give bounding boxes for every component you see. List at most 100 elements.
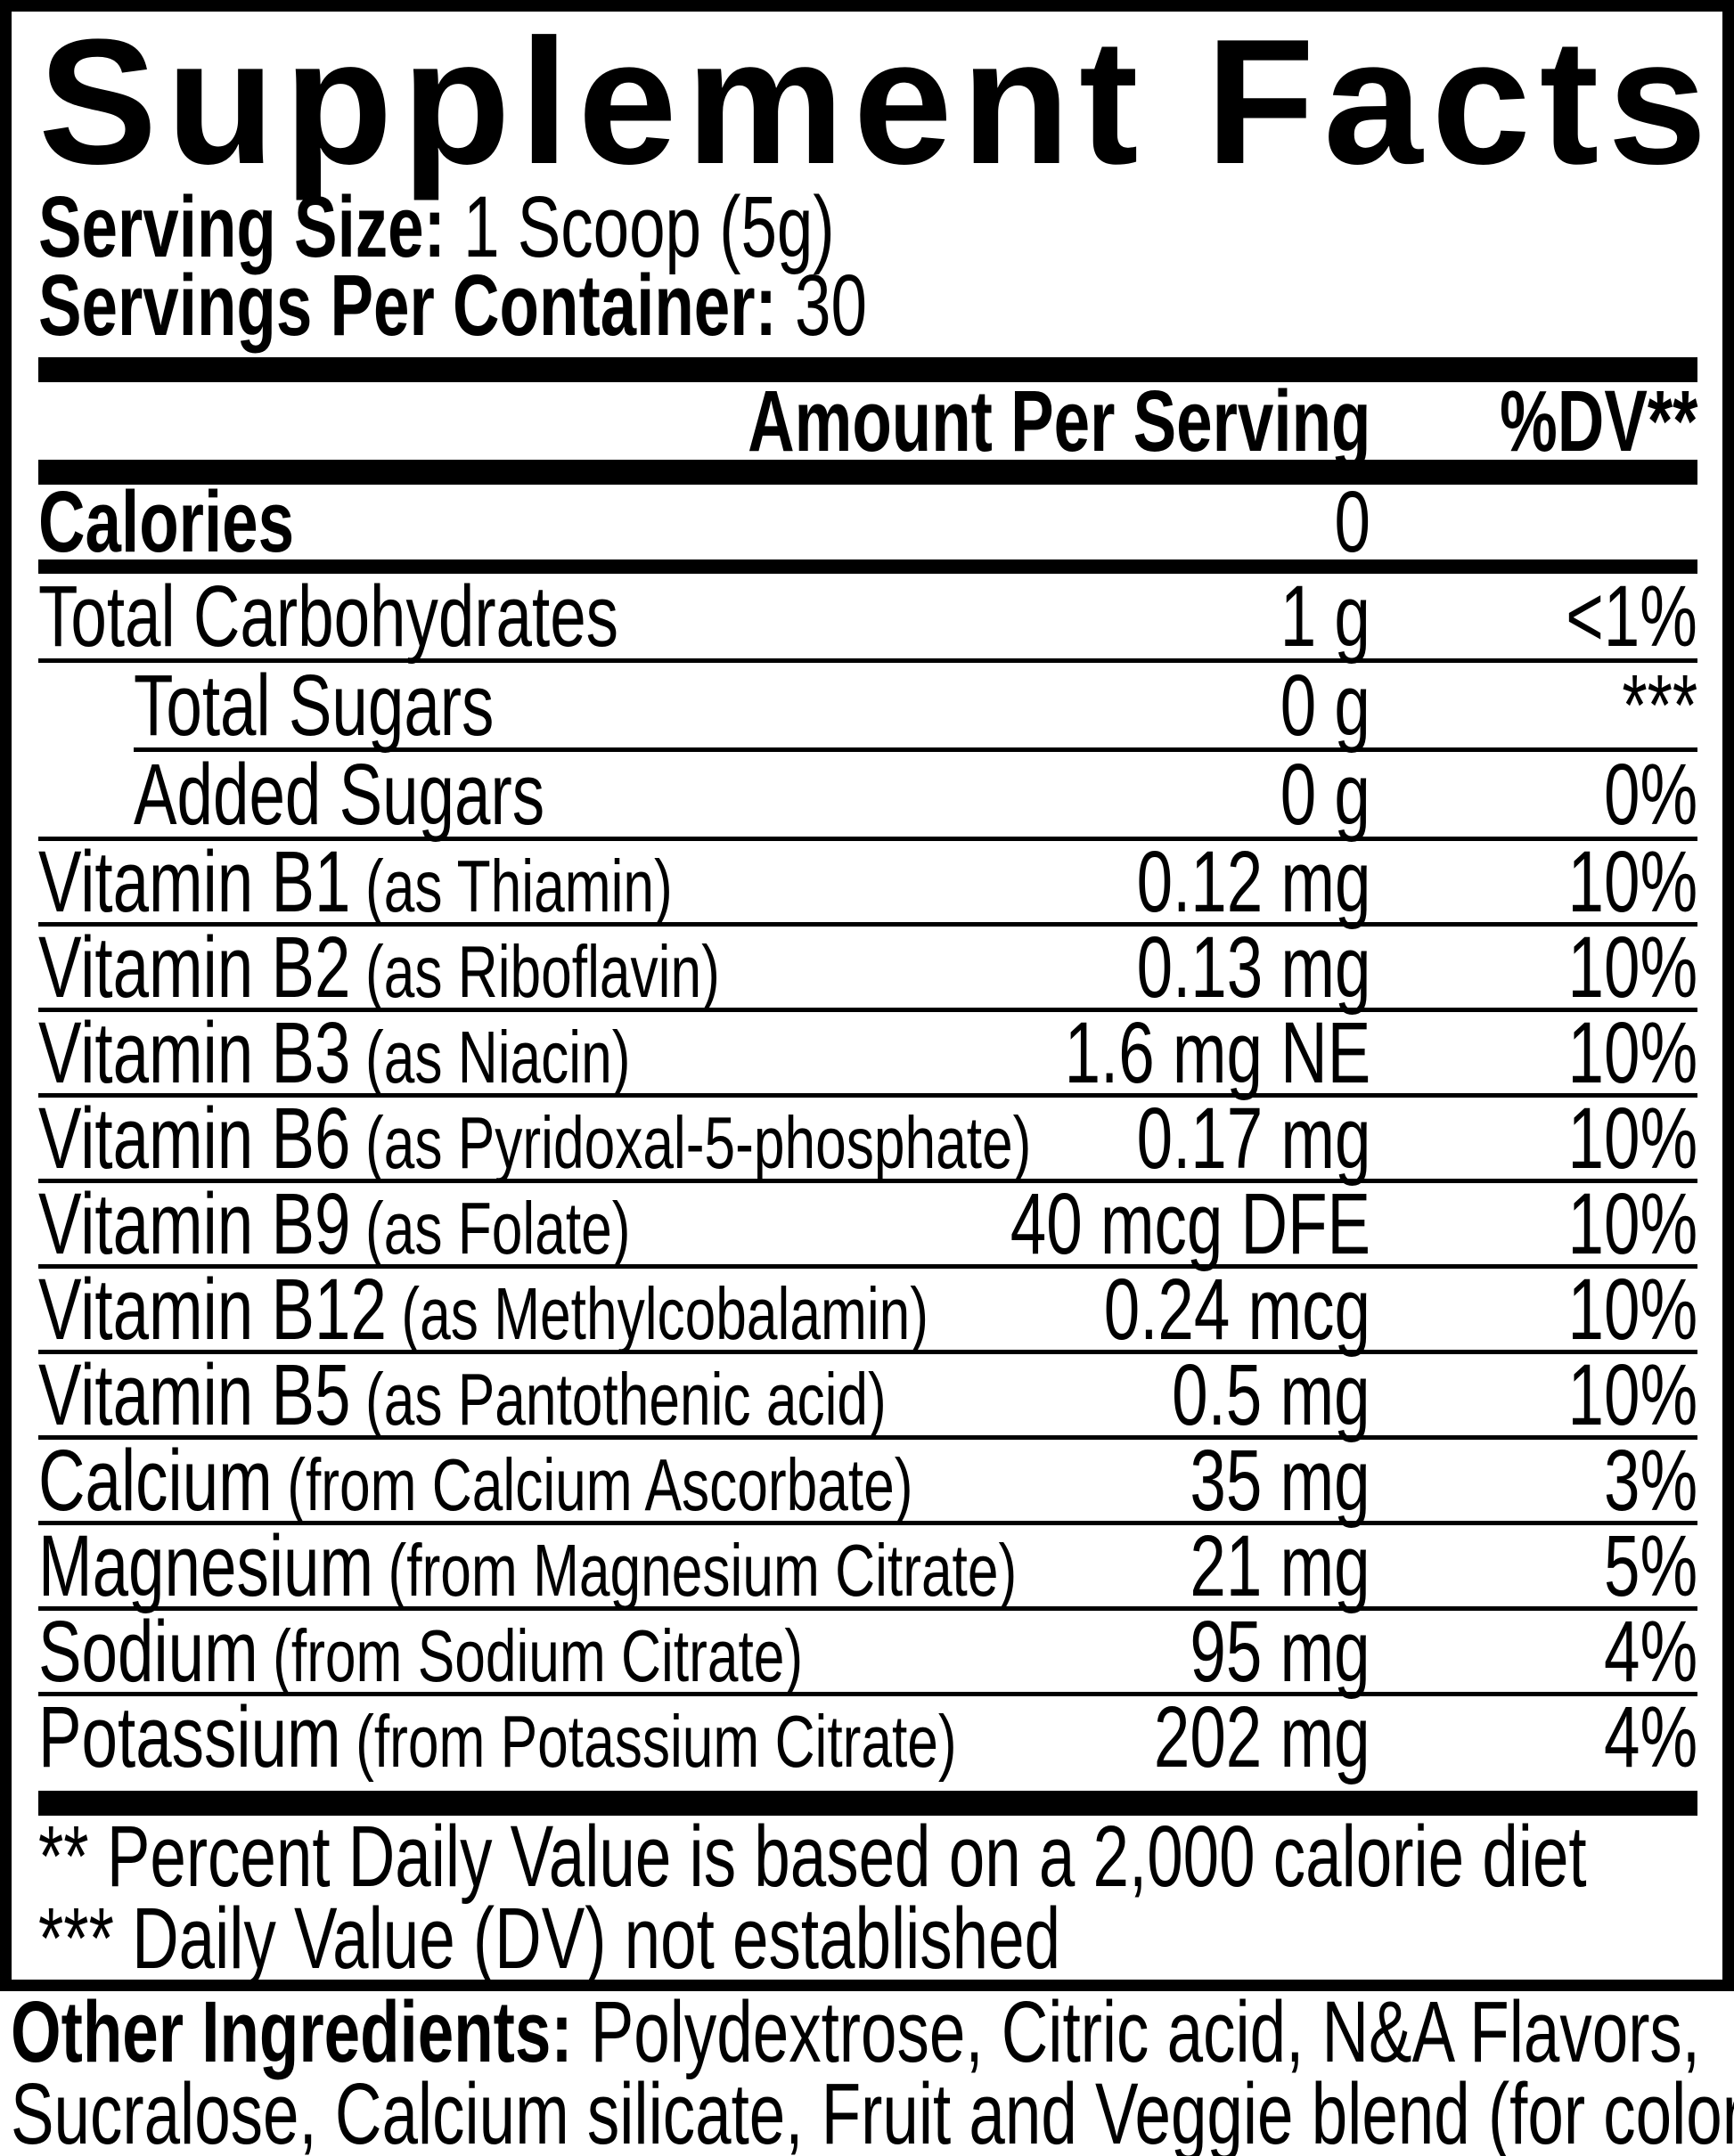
dv-column-header: %DV** [1499, 372, 1697, 470]
row-vitamin-b9: Vitamin B9 (as Folate) 40 mcg DFE 10% [38, 1175, 1697, 1272]
row-potassium: Potassium (from Potassium Citrate) 202 mg… [38, 1688, 1697, 1785]
nutrient-amount: 0.13 mg [1136, 919, 1370, 1016]
nutrient-dv: 4% [1603, 1688, 1697, 1785]
nutrient-amount: 202 mg [1154, 1688, 1370, 1785]
servings-per-container-value: 30 [795, 257, 867, 354]
divider-rule [38, 1521, 1697, 1525]
nutrient-detail: (as Pyridoxal-5-phosphate) [364, 1101, 1032, 1184]
nutrient-amount: 95 mg [1190, 1603, 1370, 1700]
nutrient-name: Total Sugars [134, 657, 495, 754]
serving-size-text: Serving Size: 1 Scoop (5g) [38, 184, 835, 270]
divider-rule [38, 1692, 1697, 1696]
nutrient-detail: (as Methylcobalamin) [401, 1272, 929, 1355]
nutrient-amount: 35 mg [1190, 1432, 1370, 1529]
divider-rule-indented [134, 747, 1697, 752]
nutrient-name: Vitamin B3 [38, 1004, 351, 1101]
nutrient-dv: *** [1622, 657, 1697, 754]
nutrient-detail: (from Calcium Ascorbate) [287, 1443, 913, 1526]
serving-size-value: 1 Scoop (5g) [463, 178, 835, 275]
nutrient-name: Magnesium [38, 1517, 374, 1614]
nutrient-amount: 0 g [1280, 746, 1370, 843]
divider-rule [38, 1179, 1697, 1183]
footnote-percent-daily-value: ** Percent Daily Value is based on a 2,0… [38, 1808, 1587, 1905]
nutrient-detail: (from Sodium Citrate) [273, 1614, 804, 1697]
serving-size-line: Serving Size: 1 Scoop (5g) [38, 184, 1697, 270]
nutrient-dv: 10% [1567, 833, 1697, 930]
column-header-row: Amount Per Serving %DV** [38, 372, 1697, 470]
row-calories: Calories 0 [38, 473, 1697, 570]
nutrient-amount: 0.17 mg [1136, 1090, 1370, 1187]
divider-rule [38, 1093, 1697, 1098]
other-ingredients-label: Other Ingredients: [11, 1983, 573, 2080]
nutrient-name: Vitamin B5 [38, 1346, 351, 1443]
row-vitamin-b2: Vitamin B2 (as Riboflavin) 0.13 mg 10% [38, 919, 1697, 1016]
nutrient-name: Calories [38, 473, 295, 570]
servings-per-container-line: Servings Per Container: 30 [38, 262, 1697, 348]
nutrient-detail: (from Magnesium Citrate) [388, 1529, 1018, 1612]
nutrient-name: Vitamin B6 [38, 1090, 351, 1187]
row-vitamin-b6: Vitamin B6 (as Pyridoxal-5-phosphate) 0.1… [38, 1090, 1697, 1187]
nutrient-detail: (as Pantothenic acid) [364, 1358, 887, 1441]
nutrient-amount: 1.6 mg NE [1064, 1004, 1370, 1101]
nutrient-detail: (as Thiamin) [364, 845, 673, 927]
footnote-dv-not-established: *** Daily Value (DV) not established [38, 1890, 1061, 1987]
nutrient-name: Vitamin B2 [38, 919, 351, 1016]
nutrient-amount: 0.5 mg [1172, 1346, 1370, 1443]
divider-rule [38, 837, 1697, 841]
nutrient-amount: 40 mcg DFE [1010, 1175, 1370, 1272]
row-magnesium: Magnesium (from Magnesium Citrate) 21 mg … [38, 1517, 1697, 1614]
other-ingredients-line-2: Sucralose, Calcium silicate, Fruit and V… [11, 2065, 1734, 2156]
nutrient-name: Vitamin B12 [38, 1261, 387, 1358]
divider-rule [38, 1008, 1697, 1012]
nutrient-name: Vitamin B1 [38, 833, 351, 930]
row-added-sugars: Added Sugars 0 g 0% [38, 746, 1697, 843]
nutrient-dv: 10% [1567, 1004, 1697, 1101]
nutrient-amount: 0.24 mcg [1103, 1261, 1370, 1358]
divider-rule [38, 1264, 1697, 1269]
nutrient-name: Vitamin B9 [38, 1175, 351, 1272]
nutrient-detail: (from Potassium Citrate) [356, 1700, 957, 1783]
nutrient-amount: 0 g [1280, 657, 1370, 754]
nutrient-dv: 10% [1567, 1175, 1697, 1272]
row-vitamin-b12: Vitamin B12 (as Methylcobalamin) 0.24 mcg… [38, 1261, 1697, 1358]
nutrient-amount: 0 [1334, 473, 1370, 570]
row-total-sugars: Total Sugars 0 g *** [38, 657, 1697, 754]
panel-title: Supplement Facts [38, 3, 1716, 201]
thick-divider-bar [38, 460, 1697, 485]
nutrient-name: Calcium [38, 1432, 273, 1529]
nutrient-name: Potassium [38, 1688, 341, 1785]
nutrient-dv: 3% [1603, 1432, 1697, 1529]
nutrient-name: Added Sugars [134, 746, 545, 843]
thick-divider-bar [38, 1791, 1697, 1816]
nutrient-dv: 10% [1567, 1261, 1697, 1358]
divider-rule [38, 1435, 1697, 1440]
nutrient-detail: (as Riboflavin) [364, 930, 720, 1013]
nutrient-dv: 4% [1603, 1603, 1697, 1700]
divider-rule [38, 559, 1697, 574]
nutrient-amount: 1 g [1280, 568, 1370, 665]
nutrient-dv: 10% [1567, 1346, 1697, 1443]
servings-per-container-text: Servings Per Container: 30 [38, 262, 867, 348]
divider-rule [38, 922, 1697, 927]
servings-per-container-label: Servings Per Container: [38, 257, 777, 354]
row-vitamin-b3: Vitamin B3 (as Niacin) 1.6 mg NE 10% [38, 1004, 1697, 1101]
row-sodium: Sodium (from Sodium Citrate) 95 mg 4% [38, 1603, 1697, 1700]
nutrient-dv: 10% [1567, 1090, 1697, 1187]
amount-column-header: Amount Per Serving [747, 372, 1370, 470]
nutrient-amount: 21 mg [1190, 1517, 1370, 1614]
other-ingredients-text: Polydextrose, Citric acid, N&A Flavors, [572, 1983, 1701, 2080]
row-vitamin-b5: Vitamin B5 (as Pantothenic acid) 0.5 mg 1… [38, 1346, 1697, 1443]
row-calcium: Calcium (from Calcium Ascorbate) 35 mg 3% [38, 1432, 1697, 1529]
nutrient-dv: <1% [1566, 568, 1697, 665]
supplement-facts-panel: Supplement Facts Serving Size: 1 Scoop (… [0, 0, 1734, 1991]
divider-rule [38, 1350, 1697, 1354]
other-ingredients-section: Other Ingredients: Polydextrose, Citric … [0, 1989, 1734, 2156]
nutrient-detail: (as Niacin) [364, 1016, 631, 1098]
nutrient-amount: 0.12 mg [1136, 833, 1370, 930]
row-vitamin-b1: Vitamin B1 (as Thiamin) 0.12 mg 10% [38, 833, 1697, 930]
divider-rule [38, 1606, 1697, 1611]
divider-rule [38, 658, 1697, 663]
nutrient-dv: 5% [1603, 1517, 1697, 1614]
nutrient-name: Total Carbohydrates [38, 568, 619, 665]
other-ingredients-text: Sucralose, Calcium silicate, Fruit and V… [11, 2065, 1734, 2156]
